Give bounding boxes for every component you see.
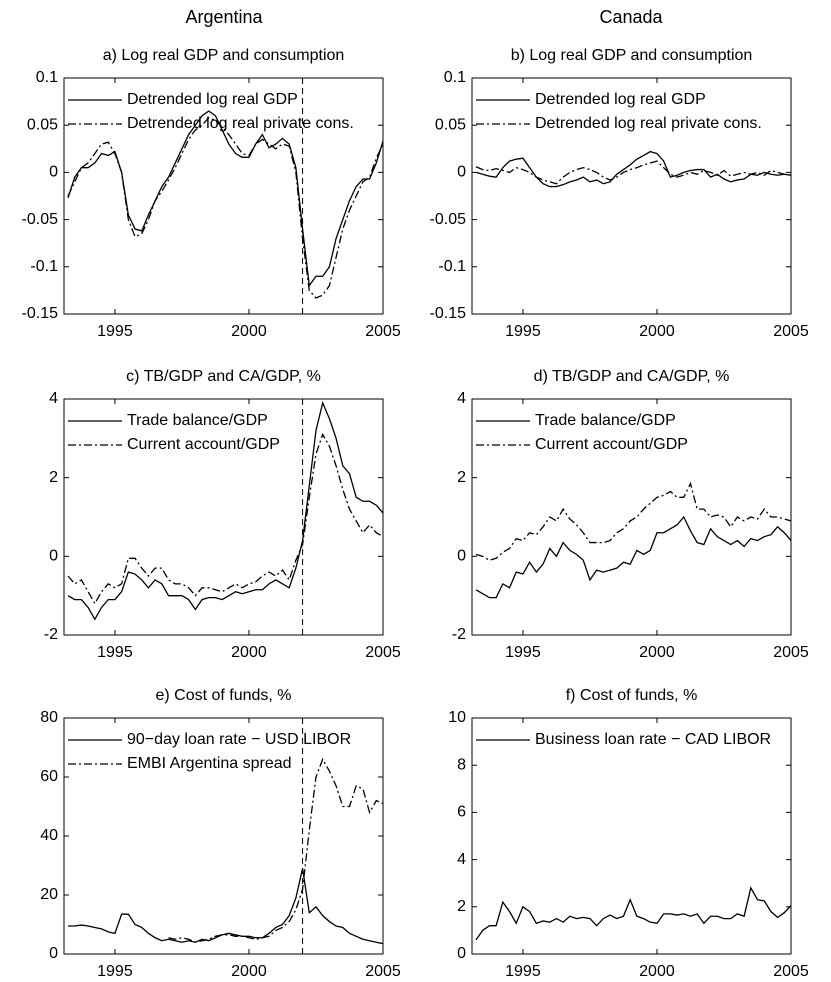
legend-label: Current account/GDP [535,436,688,453]
y-tick-label: -0.05 [430,211,467,228]
x-tick-label: 1995 [505,963,541,980]
panel-title: f) Cost of funds, % [566,687,698,704]
x-tick-label: 1995 [505,323,541,340]
x-tick-label: 2005 [773,323,809,340]
series-line [475,481,792,561]
legend-label: Current account/GDP [127,436,280,453]
y-tick-label: 4 [457,851,466,868]
series-line [67,110,384,288]
y-tick-label: 2 [49,469,58,486]
y-tick-label: 0.05 [27,116,58,133]
x-tick-label: 2000 [231,323,267,340]
x-tick-label: 2005 [365,644,401,661]
legend-label: Detrended log real private cons. [535,115,762,132]
series-line [475,886,792,941]
y-tick-label: 80 [40,709,58,726]
plot-frame [63,717,384,955]
x-tick-label: 2000 [639,323,675,340]
y-tick-label: 2 [457,898,466,915]
y-tick-label: 40 [40,827,58,844]
y-tick-label: 0.1 [36,69,58,86]
series-line [67,116,384,299]
y-tick-label: -0.1 [438,258,466,275]
x-tick-label: 2005 [773,644,809,661]
y-tick-label: 0.1 [444,69,466,86]
plot-frame [63,398,384,636]
x-tick-label: 1995 [97,323,133,340]
y-tick-label: 0 [457,945,466,962]
legend-label: Business loan rate − CAD LIBOR [535,731,771,748]
y-tick-label: 6 [457,804,466,821]
y-tick-label: 0 [457,548,466,565]
legend-label: EMBI Argentina spread [127,755,292,772]
x-tick-label: 2005 [365,323,401,340]
legend-label: Detrended log real GDP [127,91,298,108]
y-tick-label: -2 [452,626,466,643]
panel-title: e) Cost of funds, % [155,687,291,704]
plot-frame [471,398,792,636]
column-title: Argentina [185,7,263,27]
series-line [475,515,792,599]
y-tick-label: 4 [49,390,58,407]
column-title: Canada [599,7,663,27]
panel-title: a) Log real GDP and consumption [103,47,345,64]
x-tick-label: 2000 [639,963,675,980]
y-tick-label: 0 [49,548,58,565]
y-tick-label: -0.05 [22,211,59,228]
series-line [67,400,384,621]
x-tick-label: 1995 [505,644,541,661]
plot-frame [471,717,792,955]
y-tick-label: 20 [40,886,58,903]
y-tick-label: 0.05 [435,116,466,133]
panel-title: c) TB/GDP and CA/GDP, % [126,368,321,385]
series-line [68,868,384,945]
plot-frame [471,77,792,315]
y-tick-label: 4 [457,390,466,407]
y-tick-label: 8 [457,756,466,773]
panel-title: d) TB/GDP and CA/GDP, % [534,368,730,385]
x-tick-label: 1995 [97,963,133,980]
x-tick-label: 2000 [231,644,267,661]
y-tick-label: 0 [49,945,58,962]
series-line [67,432,384,605]
panel-title: b) Log real GDP and consumption [511,47,753,64]
x-tick-label: 2005 [365,963,401,980]
legend-label: 90−day loan rate − USD LIBOR [127,731,351,748]
x-tick-label: 1995 [97,644,133,661]
legend-label: Detrended log real GDP [535,91,706,108]
y-tick-label: 0 [49,164,58,181]
series-line [475,150,792,188]
y-tick-label: 60 [40,768,58,785]
x-tick-label: 2000 [639,644,675,661]
y-tick-label: 10 [448,709,466,726]
x-tick-label: 2000 [231,963,267,980]
legend-label: Detrended log real private cons. [127,115,354,132]
plot-frame [63,77,384,315]
series-line [168,757,384,943]
y-tick-label: -0.15 [22,305,59,322]
y-tick-label: -0.1 [30,258,58,275]
x-tick-label: 2005 [773,963,809,980]
y-tick-label: -2 [44,626,58,643]
y-tick-label: 0 [457,164,466,181]
legend-label: Trade balance/GDP [535,412,676,429]
y-tick-label: -0.15 [430,305,467,322]
legend-label: Trade balance/GDP [127,412,268,429]
y-tick-label: 2 [457,469,466,486]
series-line [475,160,792,185]
